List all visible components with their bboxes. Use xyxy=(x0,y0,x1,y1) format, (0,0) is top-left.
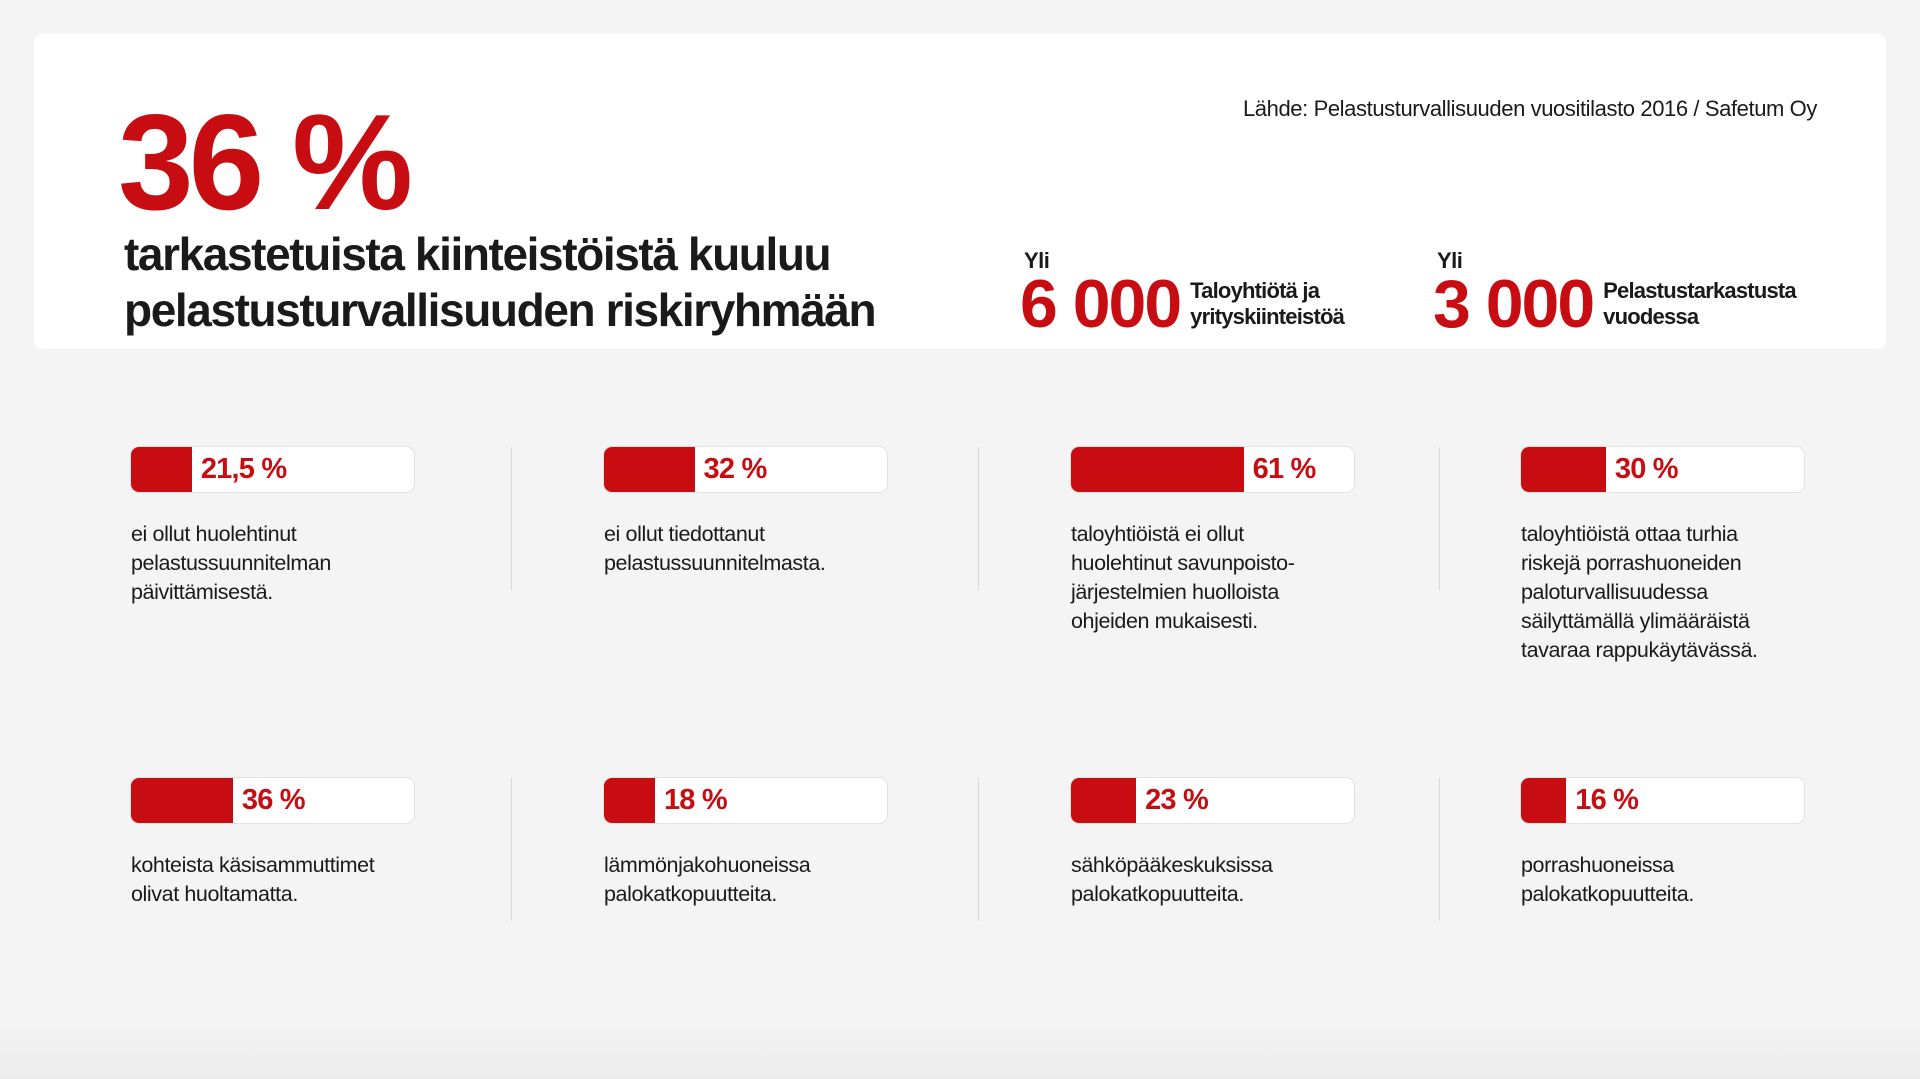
column-divider xyxy=(1439,447,1440,590)
stat-description: kohteista käsisammuttimet olivat huoltam… xyxy=(131,853,375,906)
stat-item: 23 % sähköpääkeskuksissa palokatkopuuttei… xyxy=(1071,778,1391,909)
percentage-bar: 30 % xyxy=(1521,447,1804,492)
stat-item: 16 % porrashuoneissa palokatkopuutteita. xyxy=(1521,778,1841,909)
stat-properties: Yli 6 000 Taloyhtiötä ja yrityskiinteist… xyxy=(1020,248,1345,342)
column-divider xyxy=(978,447,979,590)
percentage-label: 36 % xyxy=(241,784,306,816)
source-note: Lähde: Pelastusturvallisuuden vuositilas… xyxy=(1242,96,1817,121)
percentage-bar-fill xyxy=(1521,447,1606,492)
percentage-label: 30 % xyxy=(1614,453,1679,485)
headline-text: tarkastetuista kiinteistöistä kuuluu pel… xyxy=(124,228,877,336)
stat-item: 21,5 % ei ollut huolehtinut pelastussuunn… xyxy=(131,447,451,607)
column-divider xyxy=(511,447,512,590)
stat-prefix: Yli xyxy=(1437,248,1463,273)
percentage-label: 16 % xyxy=(1575,784,1639,816)
column-divider xyxy=(1439,778,1440,921)
percentage-bar-fill xyxy=(131,447,192,492)
percentage-label: 61 % xyxy=(1252,453,1317,485)
stat-description: taloyhtiöistä ottaa turhia riskejä porra… xyxy=(1521,522,1758,662)
percentage-bar: 21,5 % xyxy=(131,447,414,492)
percentage-label: 23 % xyxy=(1145,784,1209,816)
percentage-bar: 23 % xyxy=(1071,778,1354,823)
percentage-bar-fill xyxy=(131,778,233,823)
stat-value: 6 000 xyxy=(1020,266,1182,342)
stat-description: taloyhtiöistä ei ollut huolehtinut savun… xyxy=(1071,522,1295,633)
column-divider xyxy=(978,778,979,921)
stat-description: ei ollut tiedottanut pelastussuunnitelma… xyxy=(604,522,826,575)
stat-description: sähköpääkeskuksissa palokatkopuutteita. xyxy=(1071,853,1273,906)
percentage-label: 18 % xyxy=(663,784,728,816)
percentage-bar-fill xyxy=(604,447,695,492)
stat-label: Pelastustarkastusta vuodessa xyxy=(1603,278,1796,329)
stat-value: 3 000 xyxy=(1433,266,1595,342)
percentage-bar-fill xyxy=(1071,778,1137,823)
stat-item: 36 % kohteista käsisammuttimet olivat huo… xyxy=(131,778,451,909)
percentage-bar: 36 % xyxy=(131,778,414,823)
percentage-label: 32 % xyxy=(703,453,768,485)
percentage-bar-fill xyxy=(1521,778,1567,823)
stat-item: 32 % ei ollut tiedottanut pelastussuunnit… xyxy=(604,447,924,578)
percentage-bar: 32 % xyxy=(604,447,887,492)
column-divider xyxy=(511,778,512,921)
headline-percentage: 36 % xyxy=(118,86,413,238)
percentage-bar: 61 % xyxy=(1071,447,1354,492)
percentage-bar: 16 % xyxy=(1521,778,1804,823)
stat-item: 30 % taloyhtiöistä ottaa turhia riskejä p… xyxy=(1521,447,1841,665)
stat-inspections: Yli 3 000 Pelastustarkastusta vuodessa xyxy=(1433,248,1797,342)
stat-item: 61 % taloyhtiöistä ei ollut huolehtinut s… xyxy=(1071,447,1391,636)
stat-description: porrashuoneissa palokatkopuutteita. xyxy=(1521,853,1694,906)
summary-card: 36 % tarkastetuista kiinteistöistä kuulu… xyxy=(34,34,1886,349)
stat-label: Taloyhtiötä ja yrityskiinteistöä xyxy=(1190,278,1345,329)
stat-description: lämmönjakohuoneissa palokatkopuutteita. xyxy=(604,853,811,906)
stat-item: 18 % lämmönjakohuoneissa palokatkopuuttei… xyxy=(604,778,924,909)
percentage-bar-fill xyxy=(604,778,655,823)
stat-prefix: Yli xyxy=(1024,248,1050,273)
percentage-bar: 18 % xyxy=(604,778,887,823)
percentage-label: 21,5 % xyxy=(200,453,287,485)
percentage-bar-fill xyxy=(1071,447,1244,492)
stat-description: ei ollut huolehtinut pelastussuunnitelma… xyxy=(131,522,331,604)
